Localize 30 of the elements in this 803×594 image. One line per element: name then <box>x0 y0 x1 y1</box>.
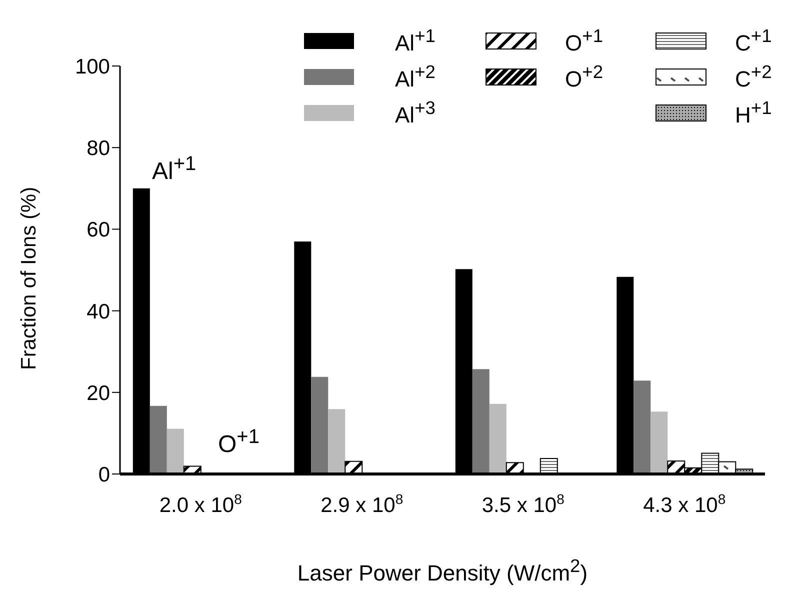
bar <box>311 376 328 474</box>
annotation: Al$^{+1}$ <box>152 152 196 186</box>
x-tick-label: 2.9 x 10$^{8}$ <box>320 491 404 517</box>
legend-label: Al$^{+2}$ <box>395 61 436 93</box>
bar <box>472 369 490 474</box>
x-tick-label: 3.5 x 10$^{8}$ <box>482 491 565 517</box>
bar <box>489 404 506 474</box>
bar <box>166 428 184 474</box>
legend-label: O$^{+1}$ <box>565 25 604 57</box>
y-tick-label: 80 <box>86 137 110 160</box>
y-tick-label: 100 <box>74 55 110 78</box>
y-tick-label: 0 <box>98 463 110 486</box>
y-tick-label: 20 <box>86 382 110 405</box>
x-axis-title: Laser Power Density (W/cm$^{2}$) <box>296 554 589 586</box>
bar <box>328 409 346 474</box>
annotation: O$^{+1}$ <box>218 425 260 459</box>
legend-label: H$^{+1}$ <box>735 97 773 129</box>
legend-label: C$^{+2}$ <box>735 61 773 93</box>
legend-label: Al$^{+1}$ <box>395 25 436 57</box>
legend-label: O$^{+2}$ <box>565 61 604 93</box>
y-tick-label: 60 <box>86 218 110 242</box>
x-tick-label: 4.3 x 10$^{8}$ <box>643 491 726 517</box>
bar <box>650 412 668 474</box>
legend-label: Al$^{+3}$ <box>395 97 436 129</box>
y-axis-title: Fraction of Ions (%) <box>17 186 40 370</box>
x-tick-label: 2.0 x 10$^{8}$ <box>159 491 242 517</box>
y-tick-label: 40 <box>86 300 110 324</box>
legend-label: C$^{+1}$ <box>735 25 773 57</box>
bar <box>634 380 651 474</box>
bar <box>150 406 167 474</box>
